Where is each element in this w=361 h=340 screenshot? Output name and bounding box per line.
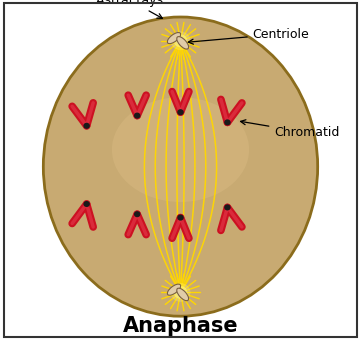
Ellipse shape (65, 41, 296, 292)
Ellipse shape (93, 71, 268, 262)
Ellipse shape (174, 286, 187, 299)
Ellipse shape (98, 77, 263, 256)
Ellipse shape (134, 113, 140, 119)
Ellipse shape (101, 80, 260, 253)
Ellipse shape (87, 65, 274, 268)
Ellipse shape (104, 83, 257, 250)
Ellipse shape (76, 53, 285, 280)
Ellipse shape (170, 283, 191, 302)
Ellipse shape (224, 204, 231, 210)
Ellipse shape (174, 34, 187, 47)
Ellipse shape (79, 56, 282, 277)
Ellipse shape (84, 62, 277, 271)
Text: Anaphase: Anaphase (123, 317, 238, 336)
Ellipse shape (224, 119, 231, 125)
Ellipse shape (134, 211, 140, 217)
Ellipse shape (177, 37, 188, 49)
Ellipse shape (68, 44, 293, 289)
Ellipse shape (168, 284, 180, 295)
Ellipse shape (62, 38, 299, 295)
Ellipse shape (112, 97, 249, 202)
Ellipse shape (177, 109, 184, 115)
Ellipse shape (177, 288, 188, 301)
Ellipse shape (71, 47, 290, 286)
Ellipse shape (49, 23, 312, 310)
Ellipse shape (57, 32, 304, 301)
Ellipse shape (95, 74, 266, 259)
Text: Centriole: Centriole (188, 28, 309, 44)
Ellipse shape (90, 68, 271, 265)
Ellipse shape (83, 123, 90, 129)
Ellipse shape (170, 32, 191, 50)
Ellipse shape (168, 33, 180, 44)
Ellipse shape (43, 17, 318, 316)
Ellipse shape (74, 50, 287, 283)
Ellipse shape (46, 20, 315, 313)
Ellipse shape (177, 37, 184, 45)
Ellipse shape (177, 215, 184, 221)
Ellipse shape (109, 89, 252, 244)
Ellipse shape (43, 17, 318, 316)
Text: Astral rays: Astral rays (96, 0, 164, 18)
Ellipse shape (178, 39, 183, 43)
Ellipse shape (54, 29, 307, 304)
Ellipse shape (60, 35, 301, 298)
Ellipse shape (83, 201, 90, 207)
Text: Chromatid: Chromatid (240, 120, 340, 139)
Ellipse shape (178, 290, 183, 294)
Ellipse shape (82, 59, 279, 274)
Ellipse shape (106, 86, 255, 248)
Ellipse shape (177, 289, 184, 296)
Ellipse shape (52, 26, 309, 307)
